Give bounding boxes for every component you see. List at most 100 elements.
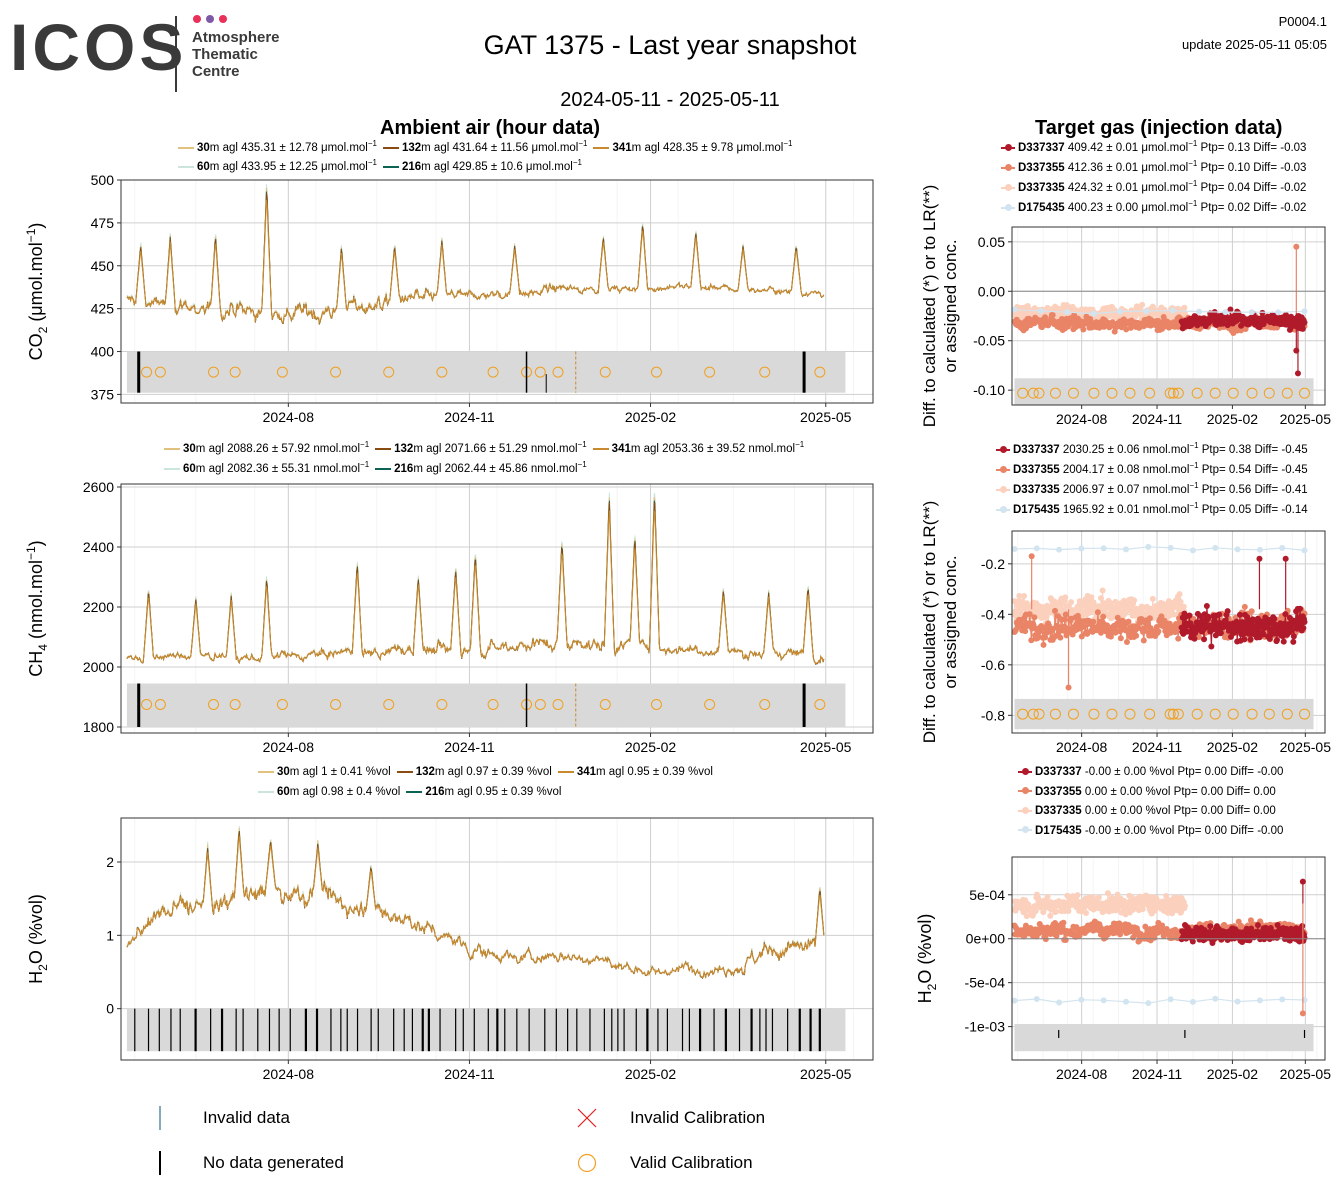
logo-divider — [175, 16, 177, 92]
calibration-marker — [1049, 387, 1061, 399]
target-point-tD337337 — [1241, 636, 1248, 643]
target-point-tD337355 — [1049, 311, 1056, 318]
y-axis-label: or assigned conc. — [941, 555, 960, 688]
legend-height: 341 — [576, 766, 596, 778]
target-point-tD175435 — [1212, 544, 1219, 551]
page-title: GAT 1375 - Last year snapshot — [483, 30, 857, 60]
ylabel-base: H — [26, 971, 46, 984]
legend-text: m agl 428.35 ± 9.78 μmol.mol — [631, 141, 784, 154]
legend-no-data-label: No data generated — [203, 1153, 344, 1172]
legend-sup: −1 — [1189, 441, 1199, 450]
target-point-tD175435 — [1248, 309, 1255, 316]
target-point-tD337355 — [1125, 618, 1132, 625]
ylabel-end: ) — [26, 223, 46, 229]
calibration-marker — [1027, 387, 1039, 399]
station-code: P0004.1 — [1278, 14, 1327, 29]
legend-text: m agl 1 ± 0.41 %vol — [289, 766, 391, 778]
x-tick-label: 2025-02 — [1207, 739, 1259, 755]
y-tick-label: 425 — [91, 301, 115, 317]
legend-height: 132 — [415, 766, 435, 778]
ylabel-rest: (nmol.mol — [26, 560, 46, 644]
calibration-marker — [141, 366, 153, 378]
target-point-tD175435 — [1123, 546, 1130, 553]
y-tick-label: 0 — [106, 1001, 114, 1017]
calibration-marker — [1167, 708, 1179, 720]
legend-tank-id: D175435 — [1035, 824, 1082, 837]
legend-sup: −1 — [577, 460, 587, 469]
target-point-tD337337 — [1299, 923, 1306, 930]
target-point-tD337335 — [1163, 892, 1170, 899]
calibration-marker — [1049, 708, 1061, 720]
calibration-marker — [1164, 708, 1176, 720]
target-point-tD337337 — [1269, 311, 1276, 318]
target-point-tD337335 — [1181, 310, 1188, 317]
target-point-tD337355 — [1160, 314, 1167, 321]
target-point-tD175435 — [1033, 996, 1040, 1003]
legend-tail: Ptp= 0.56 Diff= -0.41 — [1198, 483, 1308, 496]
legend-tank-id: D337355 — [1013, 463, 1060, 476]
legend-swatch-dot — [1005, 183, 1012, 191]
legend-sup: −1 — [1188, 179, 1198, 188]
legend-tail: Ptp= 0.05 Diff= -0.14 — [1198, 503, 1308, 516]
calibration-marker — [534, 366, 546, 378]
status-band — [126, 351, 846, 393]
y-tick-label: 2000 — [83, 659, 114, 675]
target-point-tD175435 — [1145, 1000, 1152, 1007]
legend-tail: Ptp= 0.00 Diff= 0.00 — [1170, 785, 1276, 798]
target-co2-chart: 2024-08 2024-11 2025-02 2025-05 -0.10 -0.05 0.… — [920, 185, 1331, 428]
calibration-marker — [1088, 387, 1100, 399]
legend-swatch — [406, 790, 423, 793]
calibration-marker — [383, 699, 395, 710]
status-band — [126, 683, 846, 727]
legend-text: m agl 2082.36 ± 55.31 nmol.mol — [195, 462, 361, 475]
target-point-tD337337 — [1189, 938, 1196, 945]
legend-row: 60m agl 433.95 ± 12.25 μmol.mol−1 216m ag… — [172, 158, 582, 173]
legend-swatch — [1001, 203, 1015, 211]
y-tick-label: 1800 — [83, 719, 114, 735]
legend-swatch — [592, 447, 609, 450]
target-point-tD337335 — [1044, 893, 1051, 900]
y-tick-label: 400 — [91, 344, 115, 360]
target-point-tD337335 — [1088, 594, 1095, 601]
calibration-marker — [276, 366, 288, 378]
y-tick-label: 2400 — [83, 539, 114, 555]
x-tick-label: 2025-02 — [625, 409, 677, 425]
legend-sup: −1 — [1188, 199, 1198, 208]
target-point-tD337335 — [1053, 908, 1060, 915]
target-point-tD337355 — [1040, 641, 1047, 648]
target-point-tD337355 — [1241, 603, 1248, 610]
legend-row: 60m agl 2082.36 ± 55.31 nmol.mol−1 216m a… — [158, 460, 587, 475]
legend-sup: −1 — [360, 440, 370, 449]
target-section-title: Target gas (injection data) — [1035, 117, 1283, 139]
plot-border — [120, 483, 874, 734]
x-tick-label: 2025-05 — [800, 739, 852, 755]
outlier-point — [1293, 243, 1300, 250]
legend-row: D337355 0.00 ± 0.00 %vol Ptp= 0.00 Diff=… — [1012, 786, 1276, 798]
plot-border — [1011, 856, 1326, 1061]
legend-height: 216 — [401, 160, 422, 173]
invalid-calibration-symbol-b — [577, 1108, 597, 1128]
calibration-marker — [1299, 708, 1311, 720]
ylabel-sub: 2 — [36, 964, 50, 971]
legend-text: 0.00 ± 0.00 %vol — [1081, 785, 1171, 798]
target-point-tD337355 — [1022, 628, 1029, 635]
y-tick-label: 2600 — [83, 479, 114, 495]
plot-border — [1011, 530, 1326, 734]
legend-swatch — [178, 146, 194, 149]
calibration-marker — [704, 366, 716, 378]
calibration-marker — [229, 366, 241, 378]
target-point-tD337335 — [1181, 304, 1188, 311]
legend-swatch — [1001, 163, 1015, 171]
target-point-tD175435 — [1167, 996, 1174, 1003]
calibration-marker — [1209, 708, 1221, 720]
legend-text: 400.23 ± 0.00 μmol.mol — [1064, 201, 1189, 214]
legend-tank-id: D337355 — [1018, 161, 1065, 174]
target-point-tD337335 — [1017, 608, 1024, 615]
legend-sup: −1 — [1188, 159, 1198, 168]
target-point-tD337355 — [1094, 609, 1101, 616]
target-line-tD175435 — [1014, 998, 1305, 1004]
legend-row: D337335 0.00 ± 0.00 %vol Ptp= 0.00 Diff=… — [1012, 805, 1276, 817]
target-point-tD337337 — [1259, 309, 1266, 316]
